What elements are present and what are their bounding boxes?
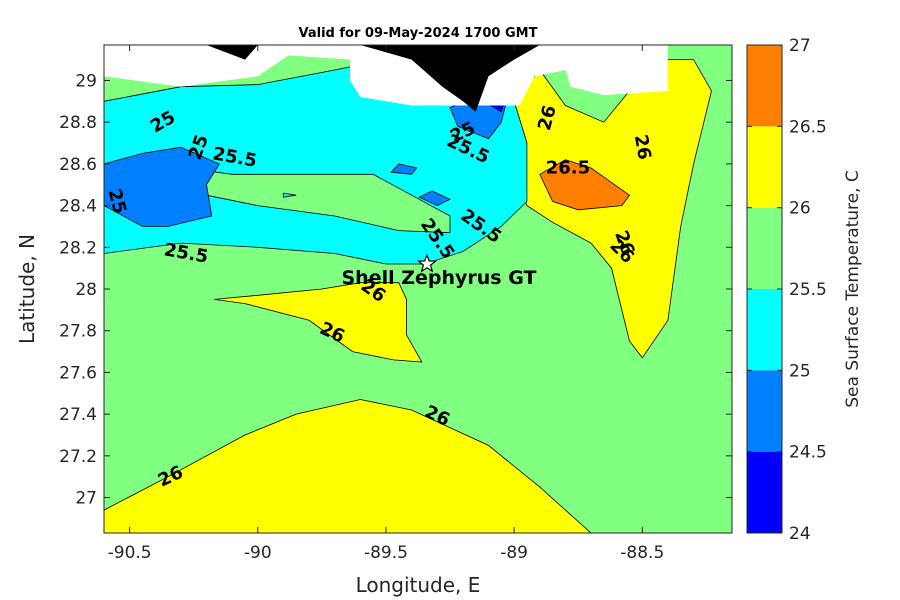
colorbar: 24 24.5 25 25.5 26 26.5 27	[746, 36, 827, 544]
sst-region-26	[513, 59, 712, 359]
plot-area	[104, 45, 732, 533]
contour-label: 26	[630, 133, 655, 161]
colorbar-tick-label: 26.5	[789, 117, 827, 137]
y-tick-label: 28.4	[59, 197, 97, 217]
y-tick-label: 27.2	[59, 447, 97, 467]
x-tick-label: -89	[500, 543, 528, 563]
y-tick-label: 28.6	[59, 155, 97, 175]
axes: -90.5 -90 -89.5 -89 -88.5 27 27.2 27.4 27.6 27.8 2…	[59, 45, 732, 563]
colorbar-segment	[747, 289, 782, 371]
y-tick-label: 27.4	[59, 405, 97, 425]
y-tick-label: 28	[75, 280, 97, 300]
y-tick-label: 28.2	[59, 238, 97, 258]
sst-region-25-5	[155, 163, 451, 234]
colorbar-segment	[747, 126, 782, 208]
colorbar-tick-label: 25	[789, 361, 811, 381]
colorbar-tick-label: 27	[789, 36, 811, 56]
x-tick-label: -90.5	[108, 543, 152, 563]
y-tick-label: 27.6	[59, 363, 97, 383]
platform-label: Shell Zephyrus GT	[341, 267, 536, 289]
sst-region-26-5	[539, 159, 631, 211]
chart-title: Valid for 09-May-2024 1700 GMT	[299, 26, 538, 41]
contour-label: 26.5	[546, 158, 590, 179]
colorbar-tick-label: 26	[789, 199, 811, 219]
sst-region-26	[104, 399, 592, 533]
sst-region-24-5	[418, 190, 451, 207]
sst-region-24-5	[104, 146, 220, 227]
colorbar-segment	[747, 451, 782, 533]
x-tick-label: -90	[244, 543, 272, 563]
colorbar-tick-label: 24	[789, 524, 811, 544]
sst-region-26	[214, 282, 423, 363]
y-tick-label: 27.8	[59, 322, 97, 342]
colorbar-segment	[747, 370, 782, 452]
colorbar-segment	[747, 207, 782, 289]
colorbar-segment	[747, 45, 782, 127]
land-mask	[104, 45, 668, 106]
y-tick-label: 27	[75, 489, 97, 509]
sst-region-25	[282, 192, 297, 198]
sst-region-24-5	[390, 163, 418, 175]
colorbar-tick-label: 24.5	[789, 443, 827, 463]
coastline-land	[360, 45, 540, 112]
x-tick-label: -88.5	[620, 543, 664, 563]
x-tick-label: -89.5	[364, 543, 408, 563]
colorbar-title: Sea Surface Temperature, C	[843, 170, 863, 408]
x-axis-title: Longitude, E	[356, 573, 481, 597]
platform-star-marker	[416, 253, 438, 273]
y-axis-title: Latitude, N	[15, 234, 39, 344]
coastline-land	[206, 45, 258, 60]
y-tick-label: 28.8	[59, 113, 97, 133]
y-tick-label: 29	[75, 71, 97, 91]
colorbar-tick-label: 25.5	[789, 280, 827, 300]
